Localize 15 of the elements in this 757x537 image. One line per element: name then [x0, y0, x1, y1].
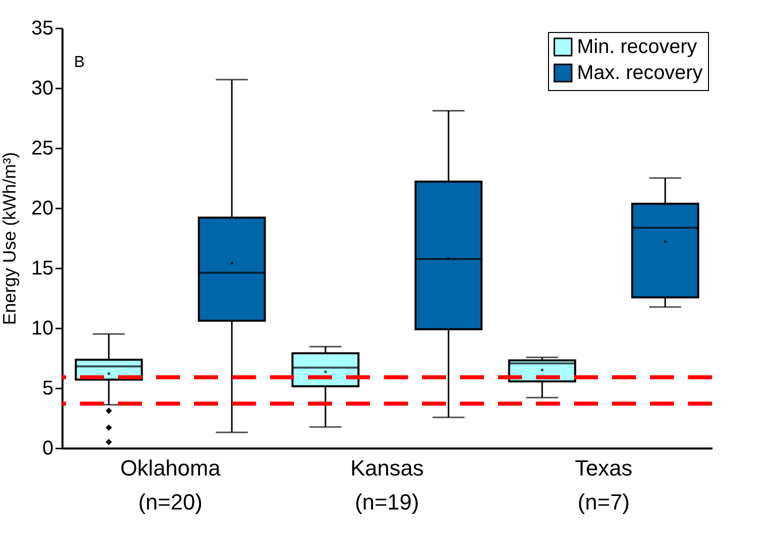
annotation: B: [74, 54, 85, 71]
y-axis-title: Energy Use (kWh/m³): [0, 152, 20, 326]
y-tick-label: 10: [31, 318, 54, 340]
y-tick-label: 25: [31, 138, 54, 160]
legend-label: Max. recovery: [577, 62, 703, 84]
y-tick-label: 35: [31, 18, 54, 40]
y-tick-label: 30: [31, 78, 54, 100]
y-tick-label: 20: [31, 198, 54, 220]
x-tick-label: Texas (n=7): [574, 456, 632, 514]
x-tick-label: Oklahoma (n=20): [120, 456, 222, 514]
y-tick-label: 5: [42, 378, 54, 400]
legend-label: Min. recovery: [577, 36, 698, 58]
y-tick-label: 15: [31, 258, 54, 280]
x-tick-label: Kansas (n=19): [350, 456, 424, 514]
y-tick-label: 0: [42, 438, 54, 460]
